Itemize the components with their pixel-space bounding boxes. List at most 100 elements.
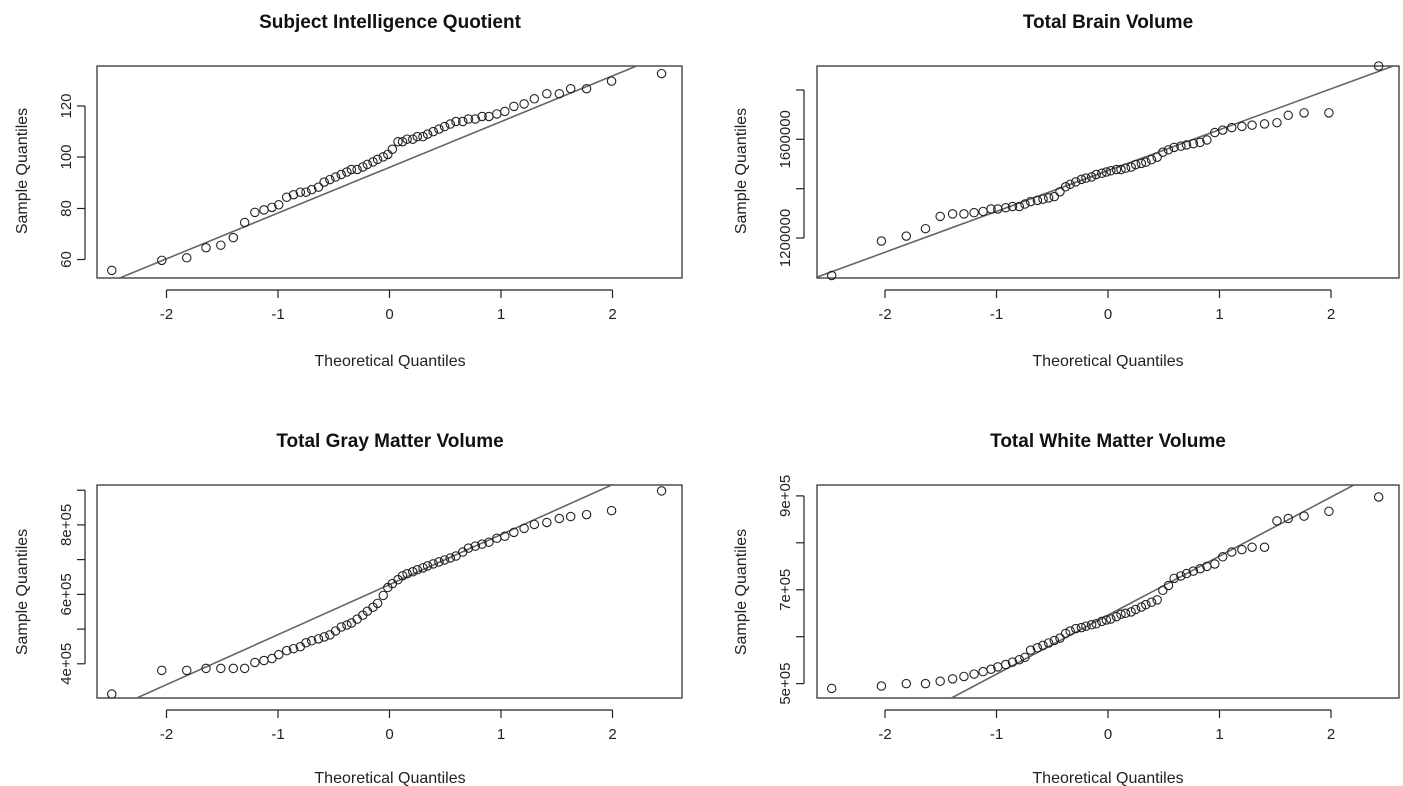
y-ticks: 4e+05 6e+05 8e+05 xyxy=(58,489,85,685)
data-point xyxy=(470,541,481,551)
data-point xyxy=(181,253,192,263)
data-point xyxy=(408,134,418,144)
data-point xyxy=(1176,571,1186,581)
data-point xyxy=(542,517,552,528)
data-point xyxy=(1007,201,1018,212)
data-point xyxy=(500,106,510,117)
data-point xyxy=(352,614,362,624)
data-point xyxy=(1097,168,1107,178)
x-tick-label: 2 xyxy=(1327,726,1335,743)
data-point xyxy=(393,136,403,147)
data-point xyxy=(565,511,576,522)
y-tick-label: 80 xyxy=(58,200,75,217)
data-point xyxy=(529,519,540,530)
data-point xyxy=(826,683,837,694)
data-point xyxy=(239,217,250,228)
data-point xyxy=(412,131,423,142)
y-ticks: 5e+05 7e+05 9e+05 xyxy=(777,475,804,705)
data-point xyxy=(201,242,211,253)
data-point xyxy=(986,664,996,675)
panel-total-brain-volume: Total Brain Volume Theoretical Quantiles… xyxy=(733,12,1400,370)
data-point xyxy=(656,68,667,79)
y-tick-label: 7e+05 xyxy=(777,569,794,611)
data-point xyxy=(1116,609,1126,619)
data-point xyxy=(1038,640,1048,651)
data-point xyxy=(1106,166,1116,176)
y-tick-label: 1200000 xyxy=(777,209,794,267)
data-point xyxy=(606,76,617,86)
data-point xyxy=(1141,599,1151,610)
data-points xyxy=(107,66,667,278)
x-tick-label: -2 xyxy=(878,306,891,323)
data-point xyxy=(1176,141,1186,151)
data-point xyxy=(477,539,487,549)
data-point xyxy=(1071,623,1081,634)
data-point xyxy=(434,557,444,567)
data-point xyxy=(1014,654,1025,665)
data-point xyxy=(239,663,250,674)
data-point xyxy=(606,505,617,516)
data-point xyxy=(978,666,988,677)
data-point xyxy=(986,204,996,214)
x-tick-label: 1 xyxy=(1215,726,1223,743)
data-point xyxy=(1020,652,1030,663)
data-point xyxy=(1272,117,1282,128)
y-tick-label: 1600000 xyxy=(777,110,794,168)
data-point xyxy=(1152,152,1162,162)
data-point xyxy=(107,689,117,699)
data-point xyxy=(372,598,383,609)
x-axis-label: Theoretical Quantiles xyxy=(1032,770,1183,786)
data-point xyxy=(1259,542,1270,552)
data-point xyxy=(1076,622,1087,633)
data-point xyxy=(1049,635,1060,646)
data-point xyxy=(1126,607,1136,617)
data-point xyxy=(1101,615,1112,625)
y-tick-label: 9e+05 xyxy=(777,475,794,517)
x-axis-label: Theoretical Quantiles xyxy=(314,770,465,786)
data-point xyxy=(422,129,433,139)
data-point xyxy=(301,187,311,197)
data-point xyxy=(1210,559,1220,569)
data-point xyxy=(1146,154,1157,165)
data-point xyxy=(1237,121,1247,132)
data-point xyxy=(428,126,438,137)
data-point xyxy=(1101,167,1112,177)
x-tick-label: 2 xyxy=(608,726,616,743)
data-point xyxy=(273,649,284,660)
data-point xyxy=(418,131,428,142)
data-point xyxy=(1055,633,1065,643)
qq-reference-line xyxy=(951,485,1355,698)
data-point xyxy=(1120,163,1131,174)
data-point xyxy=(408,567,418,577)
data-point xyxy=(1247,542,1257,552)
y-tick-label: 100 xyxy=(58,144,75,169)
data-point xyxy=(484,537,494,547)
data-point xyxy=(1324,108,1334,118)
qq-reference-line xyxy=(119,66,637,278)
data-point xyxy=(342,620,352,630)
data-point xyxy=(1032,642,1043,653)
data-point xyxy=(342,167,352,177)
data-point xyxy=(947,209,958,219)
y-tick-label: 60 xyxy=(58,251,75,268)
x-tick-label: -1 xyxy=(271,306,284,323)
data-point xyxy=(228,663,239,674)
y-tick-label: 8e+05 xyxy=(58,504,75,546)
data-point xyxy=(352,164,362,175)
data-point xyxy=(1071,177,1081,187)
data-point xyxy=(1217,125,1228,135)
data-point xyxy=(1373,492,1384,502)
data-point xyxy=(368,157,378,167)
panel-subject-iq: Subject Intelligence Quotient Theoretica… xyxy=(14,12,683,370)
data-point xyxy=(876,236,887,246)
data-point xyxy=(336,169,346,180)
x-tick-label: 1 xyxy=(497,306,505,323)
data-point xyxy=(319,177,329,187)
data-point xyxy=(1163,145,1174,155)
panel-total-gray-matter-volume: Total Gray Matter Volume Theoretical Qua… xyxy=(14,431,683,786)
data-point xyxy=(554,89,565,99)
data-point xyxy=(1299,511,1309,521)
data-point xyxy=(1091,169,1101,180)
data-point xyxy=(1217,552,1228,562)
data-point xyxy=(1130,604,1141,615)
